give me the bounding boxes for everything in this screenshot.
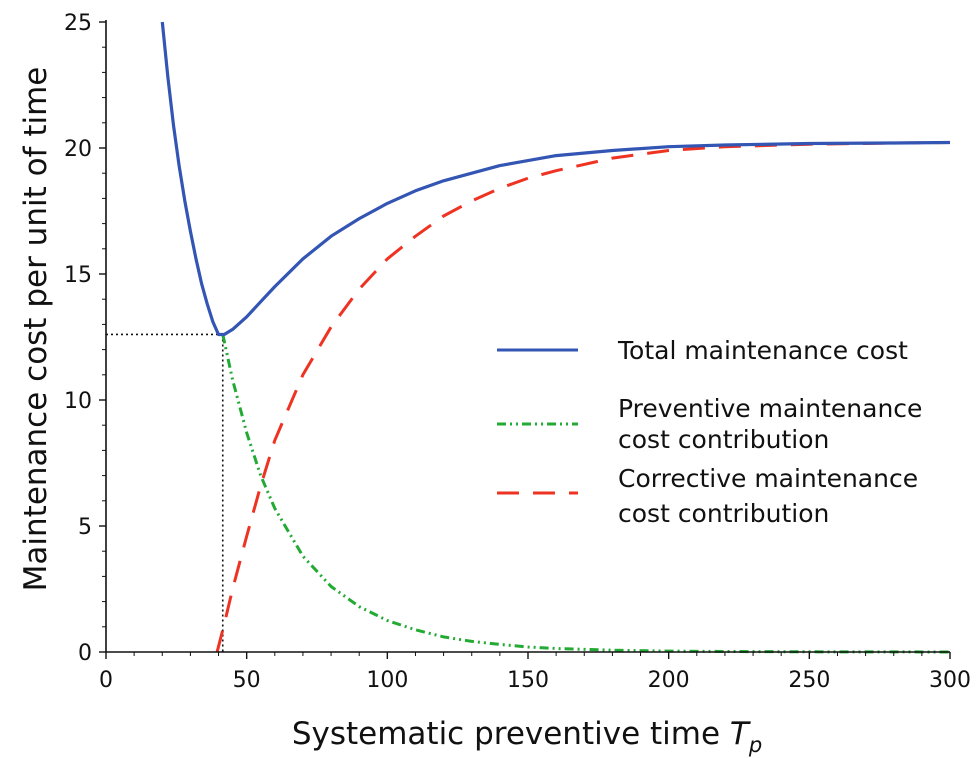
series-line-0 (160, 21, 951, 337)
legend-label-1: cost contribution (618, 425, 829, 454)
x-tick-label: 50 (233, 668, 261, 693)
y-tick-label: 10 (64, 389, 92, 414)
y-tick-label: 20 (64, 137, 92, 162)
plot-series (160, 21, 951, 654)
x-tick-label: 250 (788, 668, 830, 693)
axis-titles: Systematic preventive time Tp Maintenanc… (18, 67, 762, 757)
x-tick-label: 150 (507, 668, 549, 693)
series-line-2 (215, 141, 951, 653)
x-tick-label: 300 (929, 668, 971, 693)
y-tick-label: 0 (78, 641, 92, 666)
x-axis-symbol: T (730, 716, 751, 752)
legend-label-1: Preventive maintenance (618, 394, 922, 423)
optimum-guides (106, 333, 224, 652)
legend-label-0: Total maintenance cost (617, 336, 908, 365)
x-axis-title: Systematic preventive time Tp (292, 716, 762, 757)
x-tick-label: 200 (648, 668, 690, 693)
x-tick-label: 0 (99, 668, 113, 693)
y-axis-title: Maintenance cost per unit of time (18, 67, 54, 592)
legend: Total maintenance cost Preventive mainten… (497, 336, 922, 528)
y-tick-label: 25 (64, 11, 92, 36)
x-tick-label: 100 (366, 668, 408, 693)
y-tick-label: 5 (78, 515, 92, 540)
legend-label-2: cost contribution (618, 499, 829, 528)
ticks: 0 50 100 150 200 250 300 0 5 10 15 20 25 (64, 11, 971, 693)
legend-label-2: Corrective maintenance (618, 464, 918, 493)
y-tick-label: 15 (64, 263, 92, 288)
x-axis-subscript: p (748, 733, 762, 757)
series-line-1 (221, 334, 951, 654)
